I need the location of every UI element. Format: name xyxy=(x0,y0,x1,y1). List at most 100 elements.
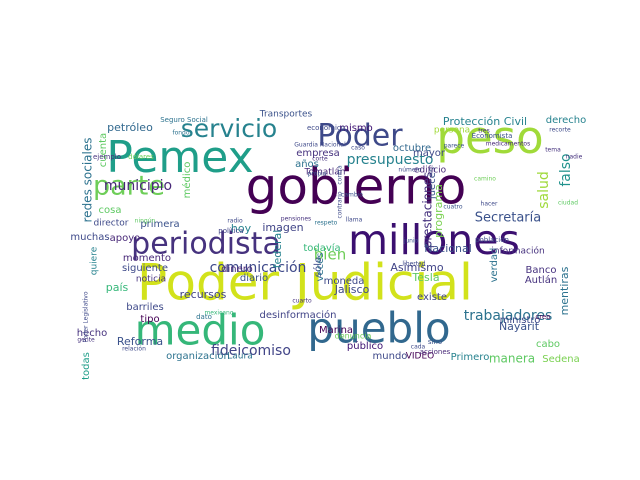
word-4: pueblo xyxy=(307,304,450,353)
word-113: llama xyxy=(346,217,363,224)
word-37: momento xyxy=(123,253,171,264)
word-44: Reforma xyxy=(117,335,163,348)
word-94: radio xyxy=(227,218,243,225)
word-3: medio xyxy=(135,306,266,355)
word-99: dato xyxy=(196,313,212,321)
word-12: presupuesto xyxy=(347,152,434,168)
word-79: programa xyxy=(432,184,445,238)
word-66: Sedena xyxy=(542,354,579,365)
word-33: primera xyxy=(140,219,179,230)
word-22: octubre xyxy=(393,143,431,154)
word-24: empresa xyxy=(296,148,340,159)
word-20: Protección Civil xyxy=(443,115,527,128)
word-54: sólo xyxy=(312,257,324,277)
word-46: todas xyxy=(81,352,92,380)
word-35: apoyo xyxy=(110,233,141,244)
word-116: Guardia Nacional xyxy=(294,142,346,149)
word-115: gente xyxy=(77,337,95,344)
word-120: cuatro xyxy=(443,204,462,211)
word-59: Marina xyxy=(319,325,353,336)
word-86: Seguro Social xyxy=(160,116,208,124)
word-56: Jalisco xyxy=(334,283,370,296)
word-63: VIDEO xyxy=(406,352,435,362)
word-97: política xyxy=(218,227,243,235)
word-107: Poder Legislativo xyxy=(83,291,90,342)
word-119: ciudad xyxy=(558,200,578,207)
word-68: Nayarit xyxy=(499,320,540,333)
word-51: dinero xyxy=(221,264,253,275)
word-111: corte xyxy=(312,156,328,163)
word-95: pensiones xyxy=(281,216,311,223)
word-31: cosa xyxy=(99,205,122,216)
word-18: trabajadores xyxy=(464,308,553,324)
word-10: Poder xyxy=(317,119,403,154)
word-71: Banco xyxy=(526,265,557,276)
word-127: tema xyxy=(545,147,561,154)
word-25: años xyxy=(295,159,319,170)
word-32: director xyxy=(94,219,129,229)
word-1: Poder Judicial xyxy=(137,254,473,312)
word-39: noticia xyxy=(136,275,166,285)
word-105: acciones xyxy=(420,348,451,356)
word-78: prestaciones xyxy=(421,172,435,249)
word-81: información xyxy=(491,246,544,257)
word-110: propia xyxy=(308,171,327,178)
word-73: Tesla xyxy=(411,271,439,284)
word-70: mentiras xyxy=(558,266,571,315)
word-91: dólares xyxy=(128,153,154,161)
word-40: país xyxy=(106,281,129,294)
word-69: ministro xyxy=(500,315,541,326)
word-90: medicamentos xyxy=(486,141,530,148)
word-101: libertad xyxy=(402,261,425,268)
word-14: bien xyxy=(314,246,346,264)
word-64: Primero xyxy=(451,352,490,363)
word-6: peso xyxy=(436,111,543,164)
word-74: Asimismo xyxy=(390,261,444,274)
word-77: jueces xyxy=(427,167,438,200)
word-49: imagen xyxy=(262,221,303,234)
word-65: manera xyxy=(489,352,535,366)
word-15: salud xyxy=(536,171,552,209)
word-45: organización xyxy=(166,350,230,362)
word-38: siguiente xyxy=(122,263,168,274)
word-19: fideicomiso xyxy=(211,343,291,359)
word-62: mundo xyxy=(373,351,408,362)
word-103: creo xyxy=(535,313,550,321)
word-27: Transportes xyxy=(259,110,313,120)
word-124: junio xyxy=(403,238,419,245)
word-84: persona xyxy=(434,126,470,136)
word-13: comunicación xyxy=(210,260,307,276)
word-122: camino xyxy=(474,176,496,183)
word-30: cuenta xyxy=(98,133,109,167)
word-80: Nacional xyxy=(424,242,472,255)
word-106: denuncia xyxy=(335,332,372,341)
word-82: edificio xyxy=(414,166,447,176)
word-36: quiere xyxy=(90,246,100,275)
word-83: derecho xyxy=(546,115,587,126)
word-52: diario xyxy=(240,273,268,284)
word-121: población xyxy=(475,236,509,244)
word-55: todavía xyxy=(303,242,340,254)
word-108: relación xyxy=(122,346,146,353)
word-0: gobierno xyxy=(246,158,467,216)
word-128: cambio xyxy=(341,192,363,199)
word-92: ejemplo xyxy=(93,153,121,161)
word-5: Pemex xyxy=(106,132,253,183)
word-85: veces xyxy=(315,253,326,282)
word-104: sino xyxy=(428,338,442,346)
word-76: verdad xyxy=(489,248,500,283)
word-8: servicio xyxy=(181,114,277,143)
word-67: cabo xyxy=(536,339,560,350)
word-28: petróleo xyxy=(107,121,153,134)
word-21: mismo xyxy=(339,123,373,134)
word-75: existe xyxy=(417,292,447,303)
word-41: recursos xyxy=(180,288,227,301)
word-26: Tomatlán xyxy=(303,168,345,178)
word-7: periodista xyxy=(131,227,281,262)
word-57: moneda xyxy=(324,276,365,287)
word-109: nadie xyxy=(566,154,583,161)
word-126: recorte xyxy=(549,127,571,134)
word-53: federal xyxy=(271,230,284,269)
word-87: fondo xyxy=(172,130,189,137)
word-118: número xyxy=(398,167,421,174)
